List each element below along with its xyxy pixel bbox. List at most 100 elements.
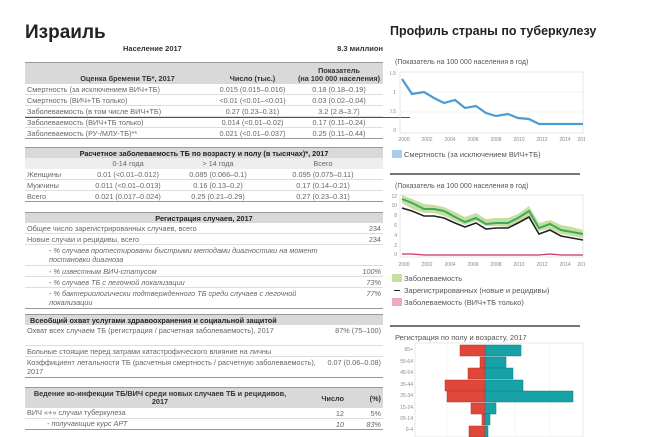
- legend-label: Смертность (за исключением ВИЧ+ТБ): [404, 149, 541, 159]
- row-label: - % случаев ТБ с легочной локализации: [49, 277, 185, 287]
- mortality-swatch-icon: [392, 150, 402, 158]
- row-value: 100%: [362, 266, 381, 276]
- svg-text:2014: 2014: [559, 262, 570, 268]
- agesex-col-headers: 0-14 года > 14 года Всего: [25, 158, 383, 169]
- row-value: 234: [368, 234, 381, 244]
- table-row: Заболеваемость (ВИЧ+ТБ только) 0.014 (<0.…: [25, 117, 383, 128]
- row-number: 0.27 (0.23–0.31): [225, 106, 280, 116]
- row-val: 0.27 (0.23–0.31): [296, 191, 350, 201]
- row-label: - получающие курс АРТ: [47, 419, 128, 428]
- svg-text:1.5: 1.5: [390, 71, 396, 77]
- burden-header: Оценка бремени ТБ*, 2017 Число (тыс.) По…: [25, 62, 383, 84]
- svg-text:2004: 2004: [444, 262, 455, 268]
- coverage-table: Всеобщий охват услугами здравоохранения …: [25, 314, 383, 378]
- row-rate: 0.25 (0.11–0.44): [312, 128, 366, 138]
- svg-text:2010: 2010: [513, 137, 524, 143]
- table-row: - % известным ВИЧ-статусом 100%: [25, 266, 383, 277]
- row-val: 0.01 (<0.01–0.012): [97, 169, 159, 179]
- row-label: Смертность (ВИЧ+ТБ только): [27, 95, 128, 105]
- svg-text:35-44: 35-44: [400, 382, 413, 388]
- svg-text:0.5: 0.5: [390, 109, 396, 115]
- row-label: Смертность (за исключением ВИЧ+ТБ): [27, 84, 160, 94]
- svg-text:2000: 2000: [398, 262, 409, 268]
- svg-text:2006: 2006: [467, 262, 478, 268]
- legend-label: Заболеваемость: [404, 273, 463, 283]
- population-label: Население 2017: [123, 44, 182, 53]
- row-label: Заболеваемость (ВИЧ+ТБ только): [27, 117, 144, 127]
- row-label: Мужчины: [27, 180, 59, 190]
- svg-text:2016: 2016: [577, 262, 585, 268]
- table-row: Мужчины 0.011 (<0.01–0.013) 0.16 (0.13–0.2…: [25, 180, 383, 191]
- row-value: 234: [368, 223, 381, 233]
- row-value: 0.07 (0.06–0.08): [327, 358, 381, 367]
- section-divider: [390, 173, 580, 175]
- chart1-caption: (Показатель на 100 000 населения в год): [395, 59, 529, 66]
- svg-text:1: 1: [393, 90, 396, 96]
- chart2-caption: (Показатель на 100 000 населения в год): [395, 183, 529, 190]
- table-row: Больные стоящие перед затрами катастрофи…: [25, 346, 383, 357]
- legend-item: Заболеваемость (ВИЧ+ТБ только): [392, 296, 549, 308]
- coinfection-table: Ведение ко-инфекции ТБ/ВИЧ среди новых с…: [25, 387, 383, 430]
- row-label: Всего: [27, 191, 47, 201]
- burden-header-rate-line2: (на 100 000 населения): [297, 74, 381, 83]
- svg-text:2008: 2008: [490, 262, 501, 268]
- burden-table: Оценка бремени ТБ*, 2017 Число (тыс.) По…: [25, 62, 383, 139]
- row-rate: 3.2 (2.8–3.7): [318, 106, 360, 116]
- row-label: - % случаев протестированы быстрыми мето…: [49, 246, 318, 264]
- coinfection-header: Ведение ко-инфекции ТБ/ВИЧ среди новых с…: [25, 387, 383, 408]
- incidence-line-chart: 12 10 8 6 4 2 0 2000 2002 2004 2006 2008 2010 2012 20…: [391, 194, 585, 268]
- coinfection-title: Ведение ко-инфекции ТБ/ВИЧ среди новых с…: [33, 389, 287, 406]
- table-row: Смертность (за исключением ВИЧ+ТБ) 0.015 …: [25, 84, 383, 95]
- row-rate: 0.17 (0.11–0.24): [312, 117, 366, 127]
- row-percent: 83%: [366, 419, 381, 429]
- row-val: 0.25 (0.21–0.29): [191, 191, 245, 201]
- svg-text:8: 8: [394, 213, 397, 219]
- svg-text:15-24: 15-24: [400, 405, 413, 411]
- burden-header-rate-line1: Показатель: [318, 66, 360, 75]
- table-row: Заболеваемость (РУ-/МЛУ-ТБ)** 0.021 (<0.0…: [25, 128, 383, 139]
- section-divider: [390, 325, 580, 327]
- legend-item: Смертность (за исключением ВИЧ+ТБ): [392, 148, 541, 160]
- registration-table: Регистрация случаев, 2017 Общее число за…: [25, 212, 383, 309]
- svg-text:0: 0: [393, 128, 396, 134]
- table-row: - % бактериологически подтвержденного ТБ…: [25, 288, 383, 309]
- chart3-caption: Регистрация по полу и возрасту, 2017: [395, 333, 527, 342]
- table-row: ВИЧ «+» случаи туберкулеза 12 5%: [25, 408, 383, 419]
- svg-text:55-64: 55-64: [400, 359, 413, 365]
- svg-text:2004: 2004: [444, 137, 455, 143]
- country-title: Израиль: [25, 22, 106, 43]
- svg-text:45-54: 45-54: [400, 370, 413, 376]
- row-number: <0.01 (<0.01–<0.01): [219, 95, 286, 105]
- row-val: 0.021 (0.017–0.024): [95, 191, 161, 201]
- row-number: 0.021 (<0.01–0.037): [219, 128, 286, 138]
- svg-text:6: 6: [394, 223, 397, 229]
- svg-text:2012: 2012: [536, 262, 547, 268]
- row-val: 0.17 (0.14–0.21): [296, 180, 350, 190]
- row-rate: 0.18 (0.18–0.19): [312, 84, 366, 94]
- table-row: Заболеваемость (в том числе ВИЧ+ТБ) 0.27 …: [25, 106, 383, 117]
- row-rate: 0.03 (0.02–0.04): [312, 95, 366, 105]
- row-val: 0.085 (0.066–0.1): [189, 169, 247, 179]
- col-total: Всего: [313, 159, 333, 168]
- legend-item: Зарегистрированных (новые и рецидивы): [392, 284, 549, 296]
- svg-text:2010: 2010: [513, 262, 524, 268]
- coverage-title: Всеобщий охват услугами здравоохранения …: [25, 314, 383, 325]
- row-label: Заболеваемость (РУ-/МЛУ-ТБ)**: [27, 128, 138, 138]
- population-value: 8.3 миллион: [337, 44, 383, 53]
- col-over-14: > 14 года: [202, 159, 234, 168]
- row-number: 12: [335, 408, 344, 418]
- svg-text:65+: 65+: [405, 347, 414, 353]
- table-row: Новые случаи и рецидивы, всего 234: [25, 234, 383, 245]
- chart2-legend: Заболеваемость Зарегистрированных (новые…: [392, 272, 549, 308]
- legend-label: Заболеваемость (ВИЧ+ТБ только): [404, 297, 524, 307]
- table-row: Коэффициент летальности ТБ (расчетныя см…: [25, 357, 383, 378]
- svg-text:05-14: 05-14: [400, 416, 413, 422]
- col-percent: (%): [369, 393, 381, 403]
- chart1-legend: Смертность (за исключением ВИЧ+ТБ): [392, 148, 541, 160]
- table-row: Всего 0.021 (0.017–0.024) 0.25 (0.21–0.29)…: [25, 191, 383, 202]
- row-value: 87% (75–100): [335, 326, 381, 335]
- svg-text:25-34: 25-34: [400, 393, 413, 399]
- svg-text:2006: 2006: [467, 137, 478, 143]
- table-row: - % случаев протестированы быстрыми мето…: [25, 245, 383, 266]
- registration-title: Регистрация случаев, 2017: [25, 212, 383, 223]
